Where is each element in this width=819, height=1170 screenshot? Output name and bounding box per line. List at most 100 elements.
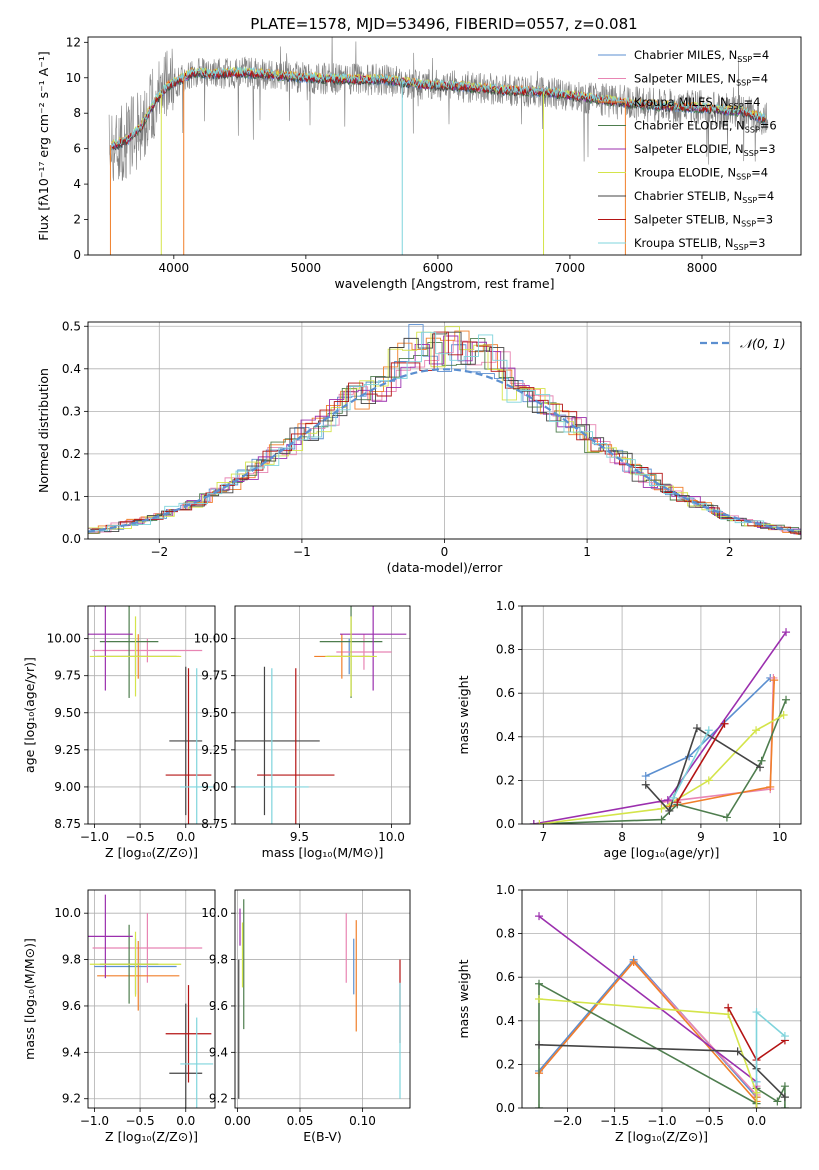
- axes-frame: [87, 889, 216, 1109]
- y-tick-label: 0.2: [496, 773, 515, 787]
- weight-marker: [766, 782, 775, 791]
- legend-nssp: =4: [744, 95, 761, 109]
- x-axis-label: mass [log₁₀(M/M⊙)]: [262, 845, 384, 860]
- y-tick-label: 0.1: [62, 489, 81, 503]
- y-axis-label: mass weight: [456, 959, 471, 1038]
- y-tick-label: 6: [73, 142, 81, 156]
- residual-histogram: [88, 330, 801, 535]
- legend-label: Salpeter STELIB, NSSP=3: [634, 213, 773, 229]
- legend-nssp: =3: [756, 213, 773, 227]
- weight-marker: [752, 1008, 761, 1017]
- weight-marker: [752, 726, 761, 735]
- axes-frame: [234, 605, 411, 825]
- weight-marker: [773, 1097, 782, 1106]
- y-tick-label: 9.25: [201, 743, 228, 757]
- y-axis-label: mass weight: [456, 675, 471, 754]
- legend-subscript: SSP: [736, 173, 751, 182]
- weight-marker: [782, 628, 791, 637]
- y-tick-label: 9.75: [54, 669, 81, 683]
- plot-area: [235, 606, 407, 824]
- y-tick-label: 9.8: [62, 953, 81, 967]
- weight-marker: [752, 1104, 761, 1108]
- y-tick-label: 9.6: [62, 999, 81, 1013]
- y-tick-label: 9.75: [201, 669, 228, 683]
- plot-area: [529, 628, 791, 824]
- weight-marker: [663, 796, 672, 805]
- y-tick-label: 8: [73, 106, 81, 120]
- x-tick-label: −0.5: [695, 1114, 724, 1128]
- legend-subscript: SSP: [744, 149, 759, 158]
- x-tick-label: 4000: [159, 261, 190, 275]
- axes-age_vs_mass: 9.5 10.0 8.75 9.00 9.25 9.50 9.75 10.00 mass [lo…: [194, 605, 411, 860]
- weight-marker: [779, 711, 788, 719]
- legend-subscript: SSP: [742, 196, 757, 205]
- y-axis-label: Flux [fλ10⁻¹⁷ erg cm⁻² s⁻¹ A⁻¹]: [36, 51, 51, 240]
- weight-marker: [657, 804, 666, 813]
- residual-histogram: [88, 340, 801, 535]
- x-tick-label: −1.5: [600, 1114, 629, 1128]
- y-tick-label: 12: [66, 35, 81, 49]
- weight-marker: [724, 1003, 733, 1012]
- x-tick-label: 0.0: [747, 1114, 766, 1128]
- model-spectrum-line: [111, 65, 766, 147]
- plot-area: [108, 37, 769, 255]
- y-tick-label: 0.2: [62, 447, 81, 461]
- weight-marker: [720, 719, 729, 728]
- weight-marker: [770, 676, 779, 685]
- y-tick-label: 9.4: [209, 1045, 228, 1059]
- y-tick-label: 9.25: [54, 743, 81, 757]
- plot-area: [88, 894, 214, 1108]
- axes-mass_vs_ebv: 0.00 0.05 0.10 9.2 9.4 9.6 9.8 10.0 E(B-V): [201, 889, 411, 1144]
- x-tick-label: 8000: [687, 261, 718, 275]
- x-axis-label: Z [log₁₀(Z/Z⊙)]: [615, 1129, 708, 1144]
- weight-marker: [752, 1088, 761, 1097]
- panels: 4000 5000 6000 7000 8000024681012wavelength …: [22, 35, 802, 1144]
- x-tick-label: 8: [618, 830, 626, 844]
- x-tick-label: 10.0: [378, 830, 405, 844]
- x-axis-label: Z [log₁₀(Z/Z⊙)]: [105, 845, 198, 860]
- x-tick-label: 0.0: [176, 830, 195, 844]
- weight-line: [672, 729, 710, 799]
- y-tick-label: 2: [73, 213, 81, 227]
- y-axis-label: mass [log₁₀(M/M⊙)]: [22, 938, 37, 1060]
- legend-subscript: SSP: [737, 55, 752, 64]
- y-tick-label: 8.75: [201, 817, 228, 831]
- x-axis-label: Z [log₁₀(Z/Z⊙)]: [105, 1129, 198, 1144]
- weight-marker: [535, 820, 544, 824]
- residual-histogram: [90, 331, 801, 533]
- axes-frame: [521, 605, 802, 825]
- y-tick-label: 9.50: [201, 706, 228, 720]
- y-tick-label: 0.8: [496, 927, 515, 941]
- weight-marker: [535, 1040, 544, 1049]
- legend-nssp: =4: [757, 189, 774, 203]
- y-tick-label: 9.2: [209, 1092, 228, 1106]
- x-tick-label: −2: [150, 545, 168, 559]
- legend-nssp: =3: [759, 142, 776, 156]
- axes-age_vs_Z: −1.0 −0.5 0.0 8.75 9.00 9.25 9.50 9.75 10.00 Z [l…: [22, 605, 216, 860]
- figure-title: PLATE=1578, MJD=53496, FIBERID=0557, z=0…: [250, 15, 637, 33]
- y-tick-label: 0.4: [496, 730, 515, 744]
- x-tick-label: −1.0: [647, 1114, 676, 1128]
- legend-label: 𝒩(0, 1): [740, 336, 786, 351]
- y-tick-label: 0: [73, 248, 81, 262]
- x-tick-label: 9: [697, 830, 705, 844]
- x-axis-label: age [log₁₀(age/yr)]: [604, 845, 720, 860]
- weight-marker: [733, 1047, 742, 1056]
- x-tick-label: 0.05: [287, 1114, 314, 1128]
- y-tick-label: 9.50: [54, 706, 81, 720]
- weight-marker: [535, 1104, 544, 1108]
- y-tick-label: 9.6: [209, 999, 228, 1013]
- axes-frame: [521, 889, 802, 1109]
- weight-marker: [629, 957, 638, 966]
- legend-nssp: =6: [760, 119, 777, 133]
- weight-line: [676, 723, 726, 803]
- axes-mass_vs_Z: −1.0 −0.5 0.0 9.2 9.4 9.6 9.8 10.0 Z [log₁₀(Z/Z⊙…: [22, 889, 216, 1144]
- x-tick-label: 9.5: [290, 830, 309, 844]
- y-tick-label: 0.4: [496, 1014, 515, 1028]
- legend-label: Kroupa ELODIE, NSSP=4: [634, 166, 768, 182]
- legend-subscript: SSP: [736, 79, 751, 88]
- weight-marker: [535, 912, 544, 921]
- y-tick-label: 0.6: [496, 686, 515, 700]
- legend-label: Chabrier ELODIE, NSSP=6: [634, 119, 777, 135]
- weight-marker: [535, 979, 544, 988]
